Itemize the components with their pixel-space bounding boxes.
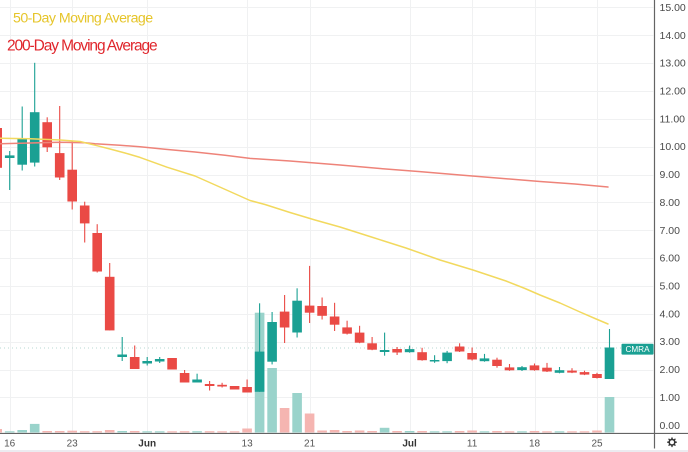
svg-text:1.00: 1.00 xyxy=(660,392,681,404)
svg-text:200-Day Moving Average: 200-Day Moving Average xyxy=(7,38,157,55)
svg-text:16: 16 xyxy=(4,439,16,450)
svg-text:18: 18 xyxy=(529,439,541,450)
svg-text:23: 23 xyxy=(67,439,79,450)
svg-text:7.00: 7.00 xyxy=(660,225,681,237)
svg-text:12.00: 12.00 xyxy=(660,86,686,98)
svg-text:13.00: 13.00 xyxy=(660,58,686,70)
svg-text:11.00: 11.00 xyxy=(660,113,686,125)
svg-text:14.00: 14.00 xyxy=(660,30,686,42)
svg-text:15.00: 15.00 xyxy=(660,2,686,14)
svg-text:2.00: 2.00 xyxy=(660,364,681,376)
svg-text:10.00: 10.00 xyxy=(660,141,686,153)
svg-text:4.00: 4.00 xyxy=(660,308,681,320)
svg-text:25: 25 xyxy=(591,439,603,450)
svg-text:21: 21 xyxy=(304,439,316,450)
svg-text:50-Day Moving Average: 50-Day Moving Average xyxy=(13,11,153,27)
svg-text:13: 13 xyxy=(242,439,254,450)
svg-text:3.00: 3.00 xyxy=(660,336,681,348)
svg-text:Jun: Jun xyxy=(138,439,156,450)
svg-text:6.00: 6.00 xyxy=(660,253,681,265)
svg-text:5.00: 5.00 xyxy=(660,281,681,293)
svg-text:8.00: 8.00 xyxy=(660,197,681,209)
svg-text:CMRA: CMRA xyxy=(625,345,650,354)
svg-text:9.00: 9.00 xyxy=(660,169,681,181)
svg-text:0.00: 0.00 xyxy=(660,420,681,432)
svg-text:11: 11 xyxy=(467,439,478,450)
svg-text:Jul: Jul xyxy=(402,439,417,450)
